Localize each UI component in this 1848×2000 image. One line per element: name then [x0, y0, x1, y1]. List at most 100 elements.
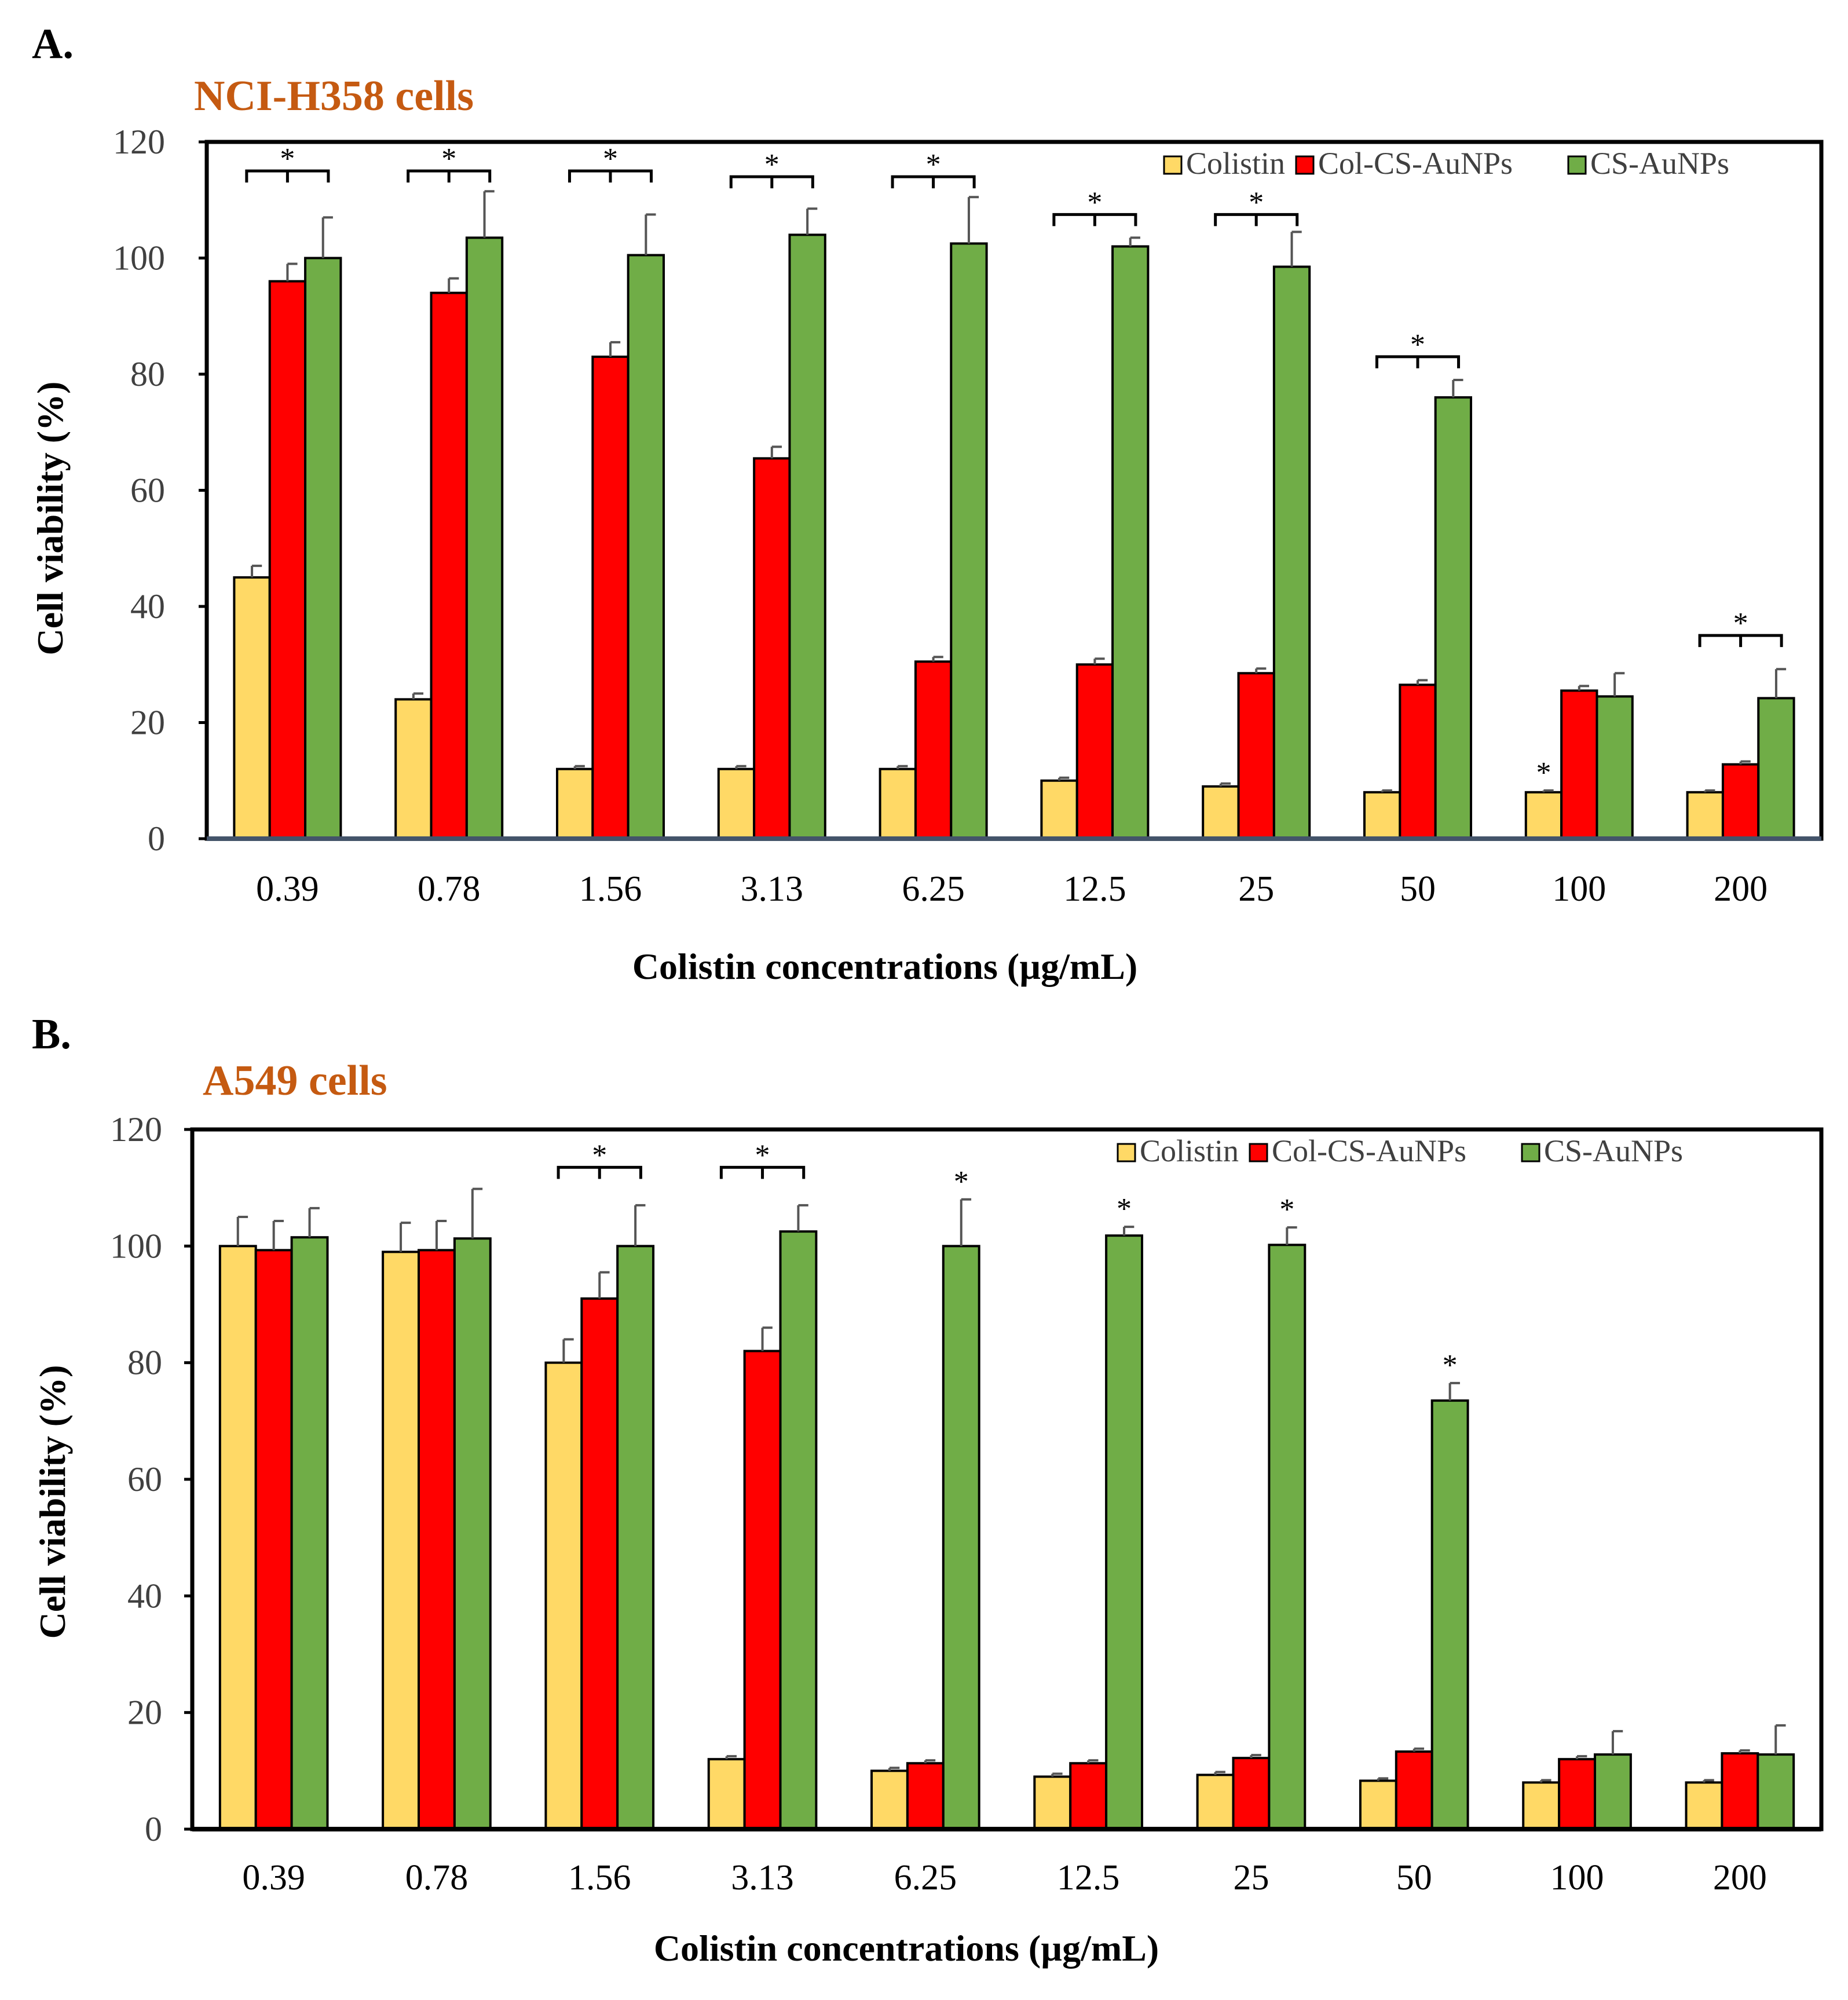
panel-a-title: NCI-H358 cells: [194, 72, 474, 120]
panel-a-legend: Colistin Col-CS-AuNPs CS-AuNPs: [1163, 146, 1729, 181]
panel-b-bar-cs-aunps: [290, 1236, 329, 1831]
panel-b-bar-cs-aunps: [1593, 1753, 1632, 1831]
panel-b-legend-item-cs-aunps: CS-AuNPs: [1521, 1134, 1683, 1168]
panel-b-y-tick-label: 0: [145, 1810, 162, 1848]
panel-b-legend-label: Colistin: [1140, 1134, 1239, 1168]
panel-a-bar-col-cs-aunps: [430, 291, 468, 840]
panel-b-legend-label: CS-AuNPs: [1544, 1134, 1683, 1168]
panel-a-y-tick-label: 100: [113, 239, 165, 277]
panel-a-y-tick-label: 0: [148, 820, 165, 858]
panel-a-bracket-star: *: [280, 142, 295, 175]
panel-a-bar-colistin: [1363, 791, 1401, 840]
panel-a-legend-label: CS-AuNPs: [1590, 146, 1729, 181]
panel-b-x-tick-label: 200: [1713, 1858, 1767, 1897]
panel-a-bar-col-cs-aunps: [1237, 672, 1275, 840]
panel-a-legend-item-colistin: Colistin: [1163, 146, 1285, 181]
panel-a-bar-cs-aunps: [1111, 245, 1150, 840]
panel-b-x-tick-label: 0.39: [242, 1858, 305, 1897]
panel-a-bracket-star: *: [603, 142, 618, 175]
panel-a-significance-bracket: *: [891, 148, 976, 189]
panel-a-legend-label: Col-CS-AuNPs: [1318, 146, 1513, 181]
panel-a-bar-colistin: [1202, 785, 1240, 840]
panel-b-x-tick-label: 50: [1396, 1858, 1432, 1897]
panel-a-bracket-line: [891, 175, 976, 189]
panel-a-y-axis-title: Cell viability (%): [30, 382, 71, 656]
panel-a-significance-bracket: *: [1375, 328, 1461, 368]
panel-b-y-axis-title: Cell viability (%): [32, 1365, 73, 1639]
panel-a-x-tick-label: 6.25: [902, 869, 965, 909]
panel-a-significance-bracket: *: [1698, 607, 1783, 648]
panel-a-significance-bracket: *: [407, 142, 492, 183]
panel-b-legend-label: Col-CS-AuNPs: [1272, 1134, 1466, 1168]
panel-b-bar-cs-aunps: [1756, 1753, 1795, 1831]
panel-b-x-tick-label: 25: [1233, 1858, 1269, 1897]
panel-a-bar-cs-aunps: [1757, 697, 1795, 840]
panel-a-bracket-line: [1214, 213, 1299, 226]
panel-a-bracket-line: [729, 175, 814, 189]
panel-b-bar-col-cs-aunps: [418, 1249, 456, 1830]
panel-b-bracket-star: *: [592, 1139, 607, 1172]
panel-b-bar-col-cs-aunps: [1721, 1752, 1759, 1830]
panel-a-x-tick-label: 3.13: [741, 869, 804, 909]
panel-b-x-tick-label: 0.78: [405, 1858, 469, 1897]
panel-a-bracket-star: *: [441, 142, 456, 175]
panel-a-bar-colistin: [394, 698, 433, 840]
panel-a-bar-col-cs-aunps: [914, 660, 953, 840]
panel-a-bar-cs-aunps: [304, 257, 342, 840]
panel-a-significance-bracket: *: [568, 142, 653, 183]
panel-b-significance-bracket: *: [557, 1139, 642, 1179]
panel-b-y-tick-label: 20: [127, 1694, 162, 1732]
panel-b-title: A549 cells: [203, 1057, 387, 1105]
panel-b-bar-cs-aunps: [1268, 1244, 1307, 1831]
panel-b-bar-col-cs-aunps: [1232, 1757, 1271, 1831]
panel-b-bar-colistin: [1522, 1781, 1561, 1830]
panel-b-x-tick-label: 3.13: [731, 1858, 794, 1897]
panel-b-y-tick-label: 100: [110, 1227, 162, 1265]
panel-b-bar-col-cs-aunps: [1069, 1762, 1108, 1830]
panel-a-bar-cs-aunps: [788, 233, 826, 840]
panel-a-bar-col-cs-aunps: [268, 280, 307, 840]
panel-b: B. A549 cells Colistin concentrations (µ…: [32, 1011, 1824, 1969]
panel-b-x-tick-label: 12.5: [1057, 1858, 1120, 1897]
panel-b-x-axis-title: Colistin concentrations (µg/mL): [654, 1928, 1159, 1969]
panel-a-legend-item-col-cs-aunps: Col-CS-AuNPs: [1295, 146, 1513, 181]
panel-a-x-axis-title: Colistin concentrations (µg/mL): [632, 946, 1137, 987]
panel-b-bar-cs-aunps: [942, 1245, 980, 1830]
panel-a-x-tick-label: 0.39: [256, 869, 319, 909]
panel-a-x-tick-label: 0.78: [418, 869, 481, 909]
panel-a-bar-colistin: [1686, 791, 1724, 840]
panel-a-bracket-star: *: [1410, 328, 1425, 361]
panel-b-bracket-line: [719, 1165, 806, 1179]
panel-b-bar-colistin: [544, 1361, 583, 1831]
panel-a-x-tick-label: 200: [1714, 869, 1768, 909]
panel-b-bracket-star: *: [755, 1139, 770, 1172]
panel-a-bar-colistin: [233, 576, 271, 840]
panel-b-legend-swatch: [1521, 1143, 1540, 1162]
panel-a-legend-swatch: [1567, 155, 1587, 175]
panel-a-bracket-line: [568, 169, 653, 183]
panel-b-bar-col-cs-aunps: [254, 1249, 293, 1830]
panel-a-bracket-star: *: [1087, 186, 1102, 219]
panel-b-bar-colistin: [707, 1758, 746, 1830]
panel-a-bracket-line: [1375, 355, 1461, 368]
panel-a-bar-cs-aunps: [1595, 695, 1634, 840]
panel-a-x-tick-label: 1.56: [579, 869, 642, 909]
panel-b-legend: Colistin Col-CS-AuNPs CS-AuNPs: [1117, 1134, 1683, 1168]
panel-a-bar-col-cs-aunps: [1399, 683, 1437, 840]
panel-b-bar-col-cs-aunps: [906, 1762, 945, 1830]
panel-a: A. NCI-H358 cells Colistin concentration…: [30, 20, 1824, 987]
panel-a-legend-swatch: [1163, 155, 1183, 175]
panel-a-legend-label: Colistin: [1186, 146, 1285, 181]
panel-a-bracket-line: [407, 169, 492, 183]
panel-b-x-tick-label: 1.56: [568, 1858, 631, 1897]
panel-b-legend-swatch: [1117, 1143, 1136, 1162]
panel-b-bar-cs-aunps: [779, 1230, 818, 1831]
panel-b-bar-col-cs-aunps: [1558, 1758, 1596, 1830]
panel-a-y-tick-label: 120: [113, 123, 165, 161]
panel-b-bar-colistin: [1685, 1781, 1723, 1830]
panel-a-bar-colistin: [879, 767, 917, 840]
panel-a-bar-cs-aunps: [627, 254, 665, 840]
panel-a-bracket-line: [1698, 634, 1783, 648]
panel-b-significance-star: *: [1443, 1349, 1458, 1382]
